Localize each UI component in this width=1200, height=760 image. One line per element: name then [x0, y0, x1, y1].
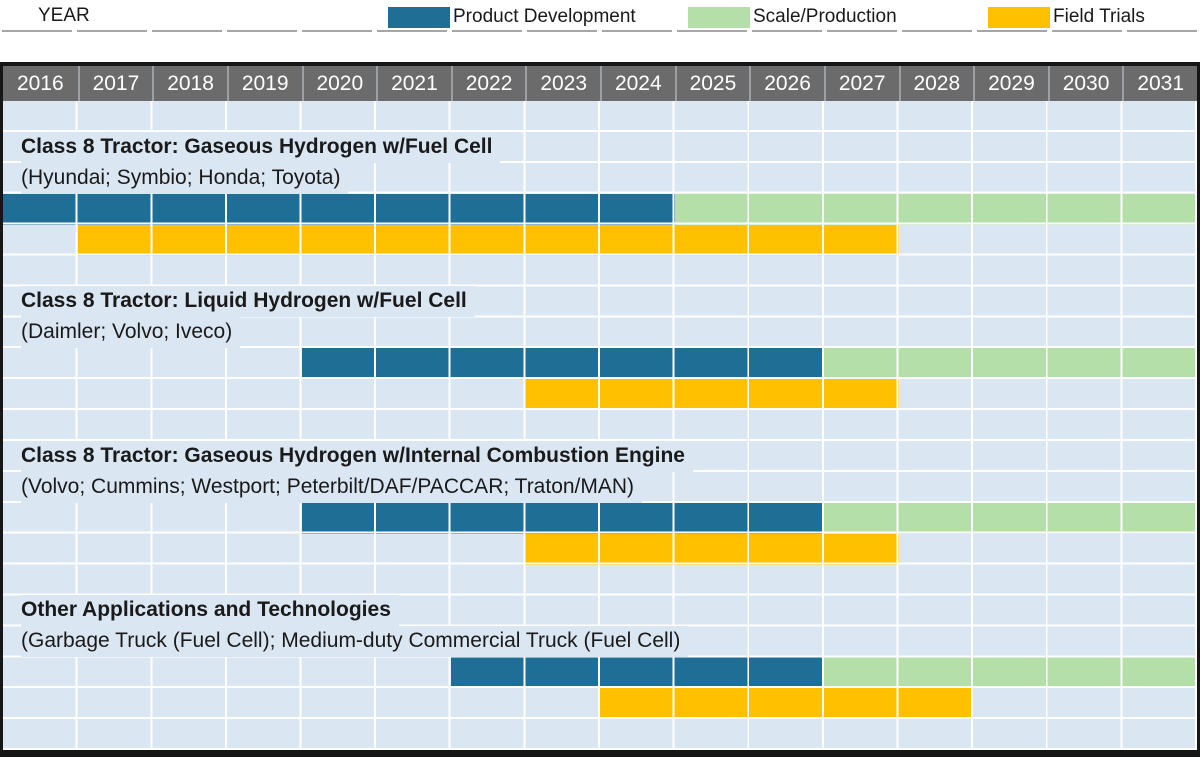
section-title-text: Class 8 Tractor: Gaseous Hydrogen w/Fuel…: [21, 131, 501, 163]
section-subtitle-text: (Daimler; Volvo; Iveco): [21, 317, 241, 349]
year-axis-rule-segment: [227, 30, 297, 32]
year-header-cell: 2029: [973, 66, 1048, 101]
section-subtitle-text: (Hyundai; Symbio; Honda; Toyota): [21, 162, 349, 194]
bar-product-development: [301, 348, 824, 380]
bar-scale-production: [823, 657, 1197, 689]
year-header-cell: 2021: [376, 66, 451, 101]
timeline-table: 2016 2017 2018 2019 2020 2021 2022 2023 2024 2025…: [0, 62, 1200, 757]
bar-scale-production: [674, 193, 1197, 225]
section-title: Other Applications and Technologies: [3, 595, 399, 627]
year-header-cell: 2027: [823, 66, 899, 101]
legend-swatch-product-development: [388, 6, 450, 28]
legend-item-field-trials: Field Trials: [988, 6, 1145, 28]
section-subtitle: (Daimler; Volvo; Iveco): [3, 317, 241, 349]
year-header-cell: 2025: [674, 66, 750, 101]
section-title: Class 8 Tractor: Gaseous Hydrogen w/Fuel…: [3, 131, 501, 163]
section-subtitle-text: (Volvo; Cummins; Westport; Peterbilt/DAF…: [21, 471, 643, 503]
year-axis-rule-segment: [977, 30, 1047, 32]
year-axis-rule-segment: [1052, 30, 1122, 32]
year-axis-label: YEAR: [38, 5, 90, 26]
year-axis-rule-segment: [302, 30, 372, 32]
bar-scale-production: [823, 502, 1197, 534]
section-subtitle-text: (Garbage Truck (Fuel Cell); Medium-duty …: [21, 626, 689, 658]
legend-swatch-scale-production: [688, 6, 750, 28]
year-header-cell: 2017: [77, 66, 153, 101]
legend-item-scale-production: Scale/Production: [688, 6, 897, 28]
year-axis-rule-segment: [827, 30, 897, 32]
year-axis-rule-segment: [2, 30, 72, 32]
year-axis-rule-segment: [677, 30, 747, 32]
bar-field-trials: [600, 688, 974, 720]
section-subtitle: (Garbage Truck (Fuel Cell); Medium-duty …: [3, 626, 689, 658]
section-subtitle: (Hyundai; Symbio; Honda; Toyota): [3, 162, 349, 194]
year-axis-rule-segment: [1127, 30, 1197, 32]
year-axis-rule-segment: [902, 30, 972, 32]
year-header-cell: 2022: [450, 66, 526, 101]
year-header-cell: 2024: [600, 66, 675, 101]
bar-field-trials: [77, 224, 899, 256]
chart-body: Class 8 Tractor: Gaseous Hydrogen w/Fuel…: [3, 101, 1197, 750]
bar-product-development: [301, 502, 824, 534]
year-axis-rule-segment: [377, 30, 447, 32]
legend-label: Product Development: [453, 6, 636, 27]
section-title: Class 8 Tractor: Liquid Hydrogen w/Fuel …: [3, 286, 475, 318]
legend-item-product-development: Product Development: [388, 6, 636, 28]
bar-field-trials: [525, 533, 899, 565]
bar-product-development: [450, 657, 824, 689]
year-header-cell: 2030: [1047, 66, 1123, 101]
year-header-cell: 2019: [226, 66, 302, 101]
year-header-cell: 2016: [16, 72, 64, 95]
section-title-text: Class 8 Tractor: Gaseous Hydrogen w/Inte…: [21, 440, 693, 472]
year-axis-rule-segment: [77, 30, 147, 32]
year-header-cell: 2031: [1122, 66, 1197, 101]
bar-scale-production: [823, 348, 1197, 380]
legend-label: Field Trials: [1053, 6, 1145, 27]
year-axis-rule-segment: [752, 30, 822, 32]
year-header-cell: 2023: [525, 66, 600, 101]
section-title-text: Class 8 Tractor: Liquid Hydrogen w/Fuel …: [21, 286, 475, 318]
year-header-cell: 2020: [301, 66, 377, 101]
section-subtitle: (Volvo; Cummins; Westport; Peterbilt/DAF…: [3, 471, 643, 503]
year-axis-rule-segment: [527, 30, 597, 32]
section-title: Class 8 Tractor: Gaseous Hydrogen w/Inte…: [3, 440, 693, 472]
axis-legend-strip: YEAR Product Development Scale/Production…: [0, 0, 1200, 62]
legend-swatch-field-trials: [988, 6, 1050, 28]
year-header-cell: 2018: [152, 66, 227, 101]
year-header-cell: 2026: [749, 66, 824, 101]
year-axis-rule: [0, 30, 1200, 32]
year-header-cell: 2028: [898, 66, 974, 101]
year-axis-rule-segment: [602, 30, 672, 32]
bar-field-trials: [525, 379, 899, 411]
section-title-text: Other Applications and Technologies: [21, 595, 399, 627]
bar-product-development: [3, 193, 675, 225]
year-axis-rule-segment: [452, 30, 522, 32]
year-axis-rule-segment: [152, 30, 222, 32]
legend-label: Scale/Production: [753, 6, 897, 27]
year-header-row: 2016 2017 2018 2019 2020 2021 2022 2023 2024 2025…: [3, 66, 1197, 101]
